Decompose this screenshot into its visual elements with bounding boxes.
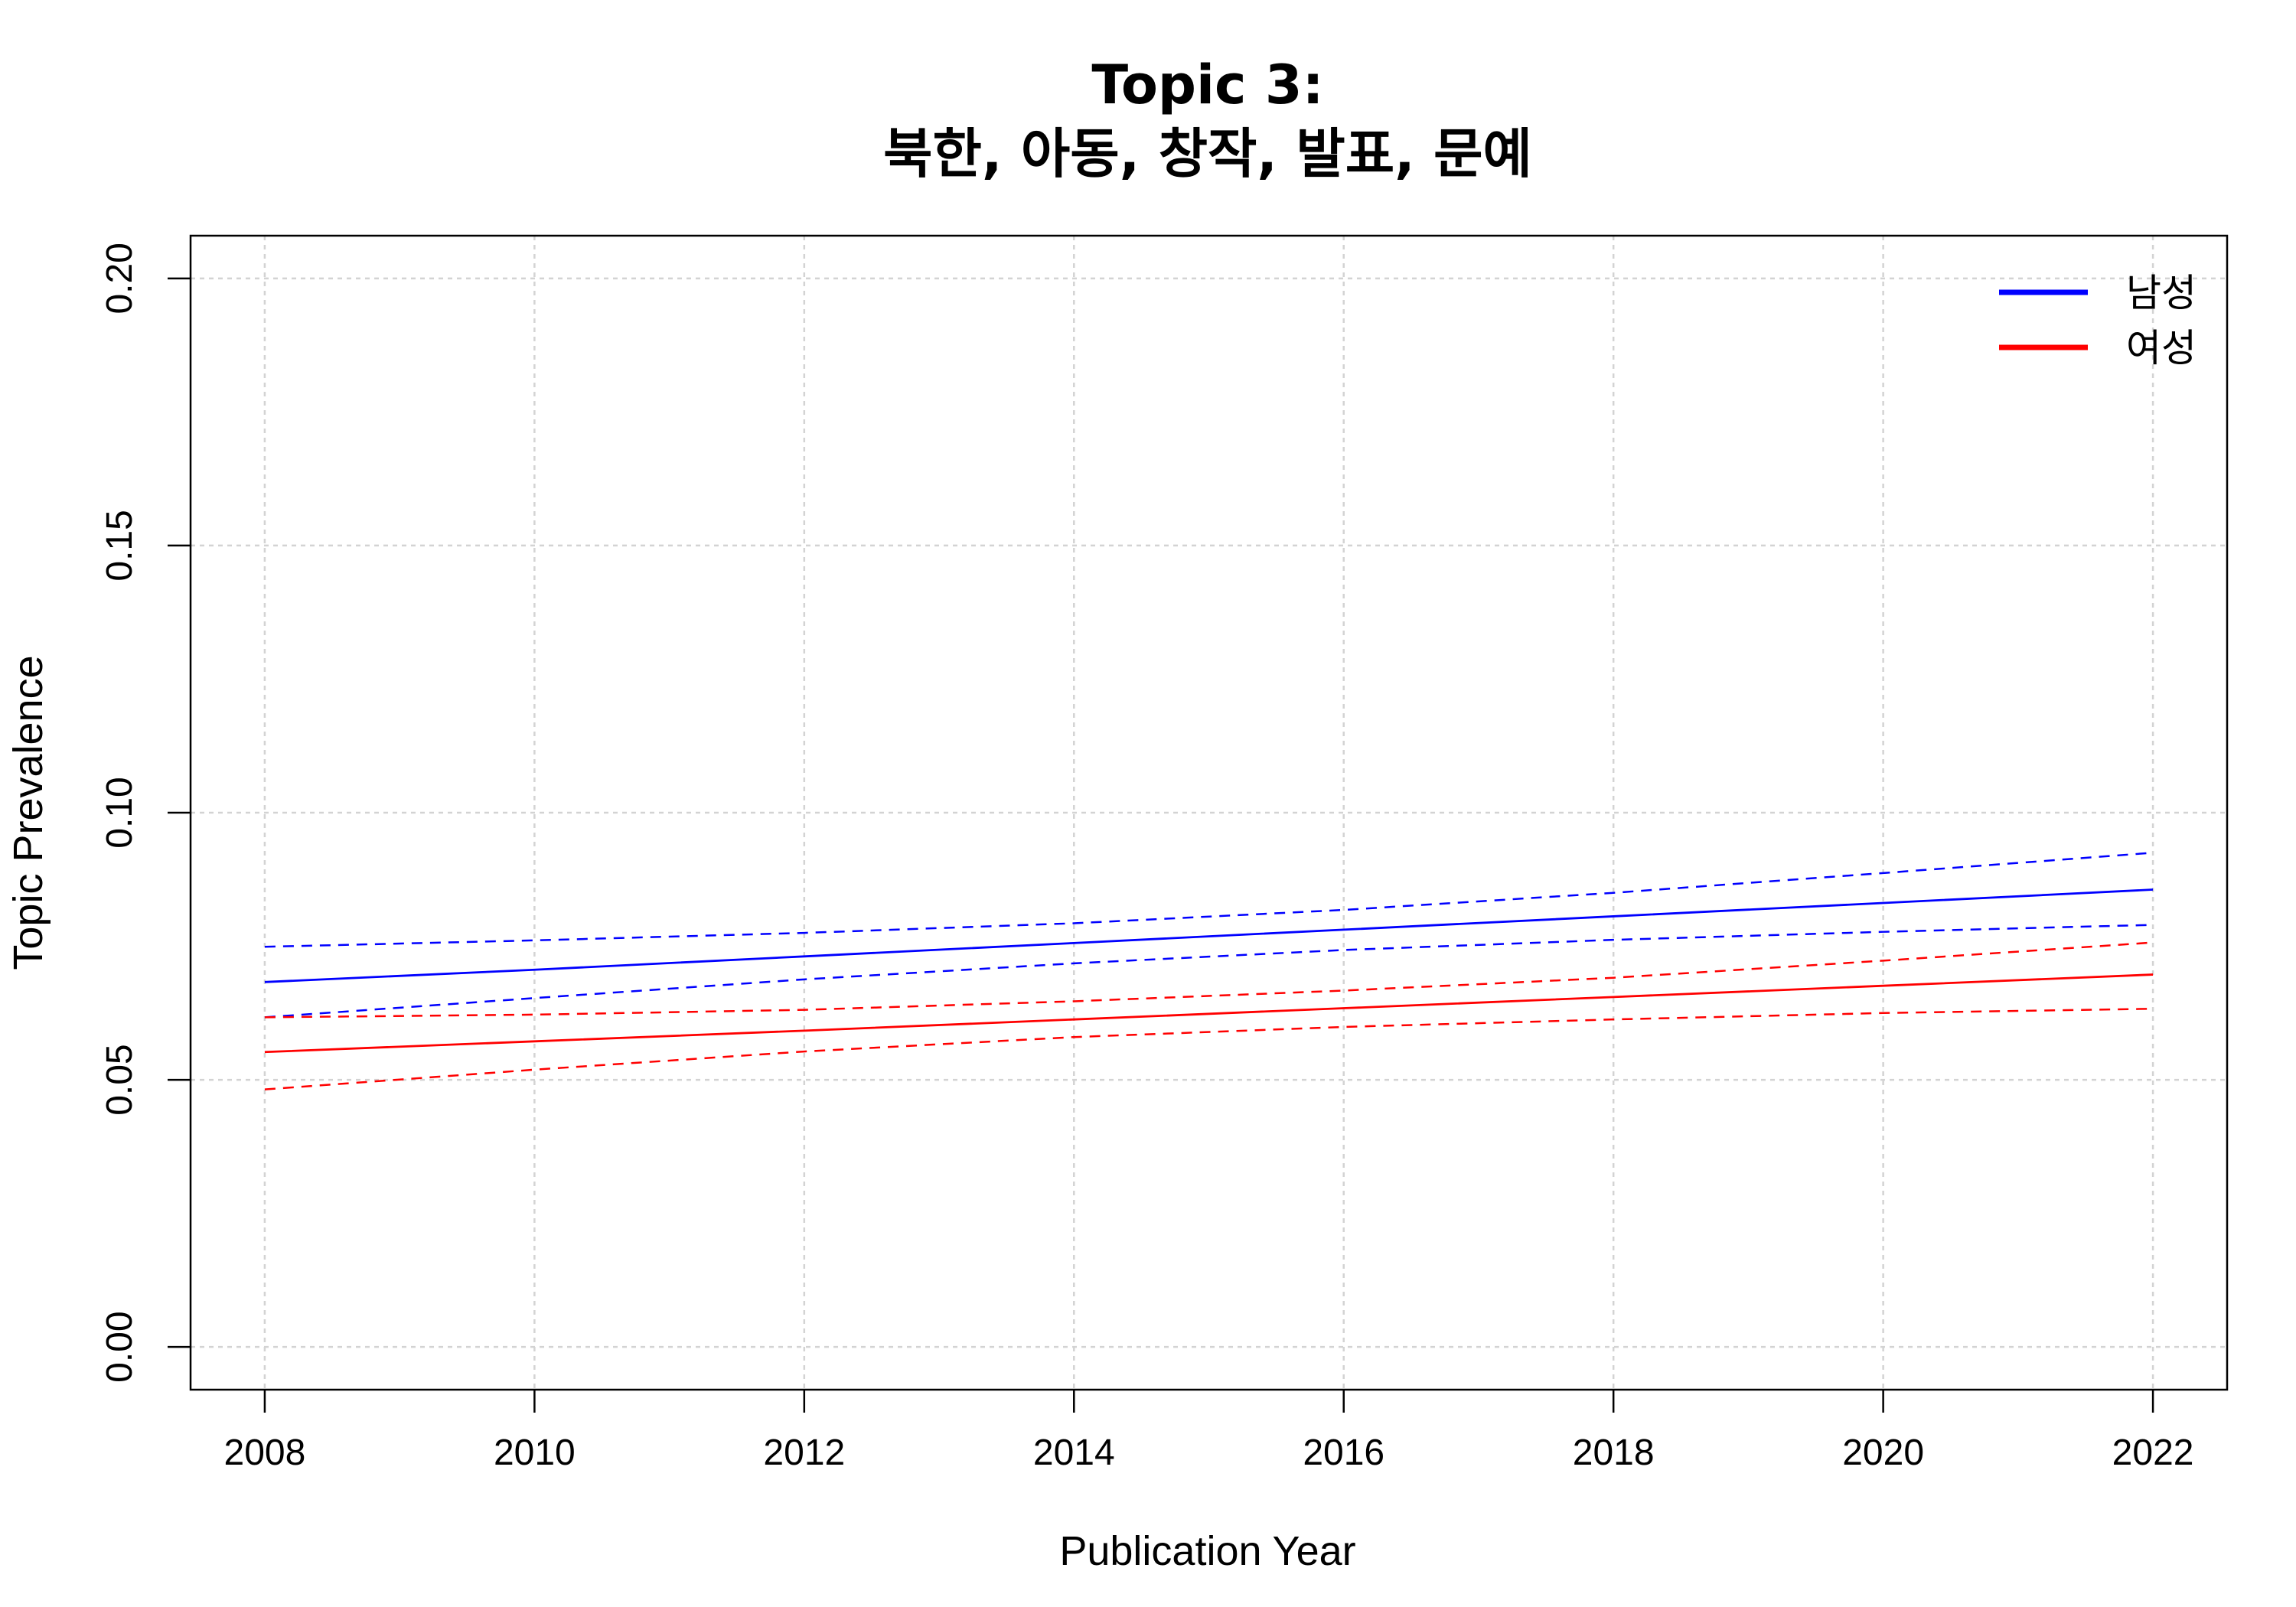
x-axis: 2008 2010 2012 2014 2016 2018 2020 2022: [224, 1390, 2194, 1473]
confidence-bands: [264, 852, 2154, 1090]
series-0-mean-line: [264, 888, 2154, 983]
y-tick-label-0.20: 0.20: [99, 243, 140, 314]
x-tick-label-2008: 2008: [224, 1433, 306, 1473]
x-tick-label-2022: 2022: [2112, 1433, 2194, 1473]
legend-label-0: 남성: [2126, 271, 2197, 315]
chart-title-line-1: Topic 3:: [1091, 54, 1323, 116]
y-tick-label-0.15: 0.15: [99, 510, 140, 581]
series-0-upper-bound: [264, 852, 2154, 948]
x-tick-label-2010: 2010: [494, 1433, 576, 1473]
x-tick-label-2018: 2018: [1573, 1433, 1655, 1473]
y-tick-label-0.10: 0.10: [99, 777, 140, 848]
y-tick-label-0.05: 0.05: [99, 1044, 140, 1115]
x-tick-label-2012: 2012: [763, 1433, 845, 1473]
x-tick-label-2014: 2014: [1033, 1433, 1115, 1473]
series-lines: [264, 888, 2154, 1054]
legend-label-1: 여성: [2126, 326, 2197, 370]
chart-title-line-2: 북한, 아동, 창작, 발표, 문예: [883, 122, 1532, 185]
x-tick-label-2016: 2016: [1303, 1433, 1384, 1473]
x-axis-label: Publication Year: [1059, 1528, 1355, 1574]
y-tick-label-0.00: 0.00: [99, 1311, 140, 1382]
series-1-mean-line: [264, 973, 2154, 1054]
y-axis-label: Topic Prevalence: [5, 655, 51, 970]
series-1-upper-bound: [264, 941, 2154, 1019]
x-tick-label-2020: 2020: [1842, 1433, 1924, 1473]
series-1-lower-bound: [264, 1007, 2154, 1090]
y-axis: 0.00 0.05 0.10 0.15 0.20: [99, 243, 191, 1383]
series-0-lower-bound: [264, 924, 2154, 1019]
